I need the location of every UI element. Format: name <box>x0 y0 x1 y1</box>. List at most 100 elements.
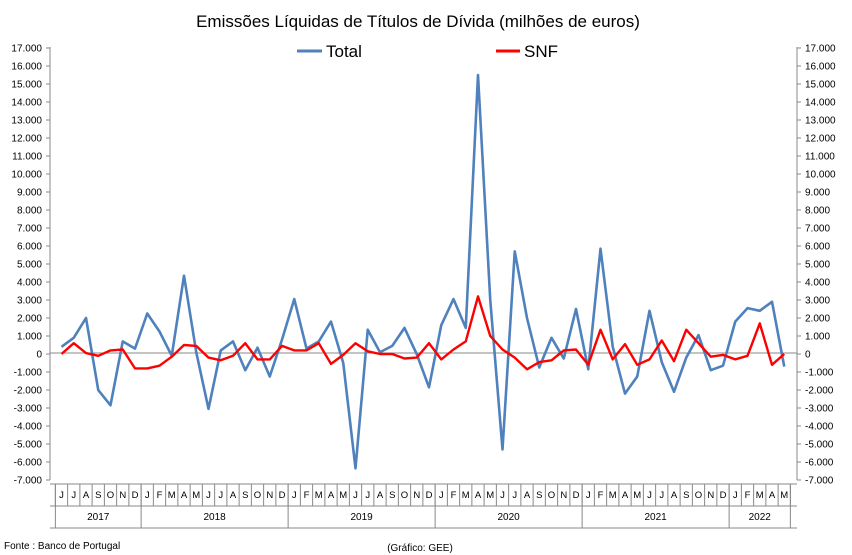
x-tick-label-month: F <box>451 490 457 501</box>
x-tick-label-month: J <box>292 490 297 501</box>
x-tick-label-month: J <box>733 490 738 501</box>
y-tick-label-left: 6.000 <box>17 242 42 253</box>
x-tick-label-month: M <box>486 490 494 501</box>
x-tick-label-month: A <box>671 490 678 501</box>
x-tick-label-month: M <box>756 490 764 501</box>
x-tick-label-year: 2021 <box>645 512 668 523</box>
x-tick-label-month: A <box>328 490 335 501</box>
legend: Total SNF <box>297 42 558 61</box>
y-tick-label-left: -4.000 <box>14 422 43 433</box>
y-tick-label-right: 16.000 <box>805 62 836 73</box>
x-tick-label-month: D <box>426 490 433 501</box>
y-tick-label-left: 1.000 <box>17 332 42 343</box>
legend-label-total: Total <box>326 42 362 61</box>
x-tick-label-month: A <box>230 490 237 501</box>
x-tick-label-month: J <box>439 490 444 501</box>
y-tick-label-left: 11.000 <box>12 152 42 163</box>
x-tick-label-month: S <box>389 490 395 501</box>
y-tick-label-right: 9.000 <box>805 188 830 199</box>
y-tick-label-left: 14.000 <box>11 98 42 109</box>
x-tick-label-month: F <box>598 490 604 501</box>
y-tick-label-left: 17.000 <box>11 44 42 55</box>
x-tick-label-month: A <box>475 490 482 501</box>
source-note: Fonte : Banco de Portugal <box>4 541 120 552</box>
y-tick-label-right: -3.000 <box>805 404 834 415</box>
y-tick-label-left: 2.000 <box>17 314 42 325</box>
x-tick-label-month: A <box>769 490 776 501</box>
y-tick-label-left: -1.000 <box>14 368 43 379</box>
y-tick-label-left: 15.000 <box>11 80 42 91</box>
x-tick-label-month: F <box>157 490 163 501</box>
y-tick-label-right: 8.000 <box>805 206 830 217</box>
x-tick-label-month: D <box>132 490 139 501</box>
x-tick-label-month: J <box>206 490 211 501</box>
x-tick-label-month: S <box>683 490 689 501</box>
x-tick-label-month: N <box>707 490 714 501</box>
x-tick-label-month: S <box>536 490 542 501</box>
y-tick-label-left: 3.000 <box>17 296 42 307</box>
x-tick-label-month: M <box>462 490 470 501</box>
x-tick-label-month: J <box>71 490 76 501</box>
y-axis-left: 17.000 16.000 15.000 14.000 13.000 12.000 11.0… <box>11 44 50 487</box>
x-tick-label-month: N <box>560 490 567 501</box>
y-tick-label-left: -7.000 <box>14 476 43 487</box>
y-tick-label-left: 8.000 <box>17 206 42 217</box>
series-line-snf <box>60 295 786 371</box>
x-tick-label-year: 2019 <box>351 512 374 523</box>
x-tick-label-month: O <box>107 490 114 501</box>
x-tick-label-month: J <box>218 490 223 501</box>
x-tick-label-month: J <box>500 490 505 501</box>
x-tick-label-year: 2018 <box>204 512 227 523</box>
x-tick-label-month: A <box>181 490 188 501</box>
y-tick-label-left: 10.000 <box>11 170 42 181</box>
x-tick-label-month: A <box>83 490 90 501</box>
y-tick-label-right: 3.000 <box>805 296 830 307</box>
x-tick-label-month: J <box>647 490 652 501</box>
x-tick-label-month: N <box>413 490 420 501</box>
x-tick-label-month: F <box>304 490 310 501</box>
y-tick-label-right: 7.000 <box>805 224 830 235</box>
x-tick-label-month: O <box>254 490 261 501</box>
y-tick-label-left: 13.000 <box>11 116 42 127</box>
y-tick-label-left: 0 <box>36 350 42 361</box>
y-tick-label-right: -1.000 <box>805 368 834 379</box>
x-tick-label-month: O <box>548 490 555 501</box>
x-tick-label-month: S <box>242 490 248 501</box>
y-tick-label-right: -4.000 <box>805 422 834 433</box>
y-tick-label-left: 9.000 <box>17 188 42 199</box>
y-tick-label-left: 7.000 <box>17 224 42 235</box>
x-tick-label-year: 2020 <box>498 512 521 523</box>
y-tick-label-right: 10.000 <box>805 170 836 181</box>
credit-note: (Gráfico: GEE) <box>387 543 453 554</box>
y-tick-label-right: 11.000 <box>805 152 835 163</box>
x-tick-label-year: 2017 <box>87 512 110 523</box>
y-tick-label-left: -5.000 <box>14 440 43 451</box>
x-tick-label-month: F <box>745 490 751 501</box>
y-tick-label-right: -2.000 <box>805 386 834 397</box>
x-tick-label-month: J <box>512 490 517 501</box>
x-axis-years: 2017 2018 2019 2020 2021 2022 <box>54 484 791 528</box>
x-tick-label-month: A <box>622 490 629 501</box>
x-tick-label-month: A <box>377 490 384 501</box>
x-tick-label-month: M <box>168 490 176 501</box>
y-tick-label-right: 12.000 <box>805 134 836 145</box>
x-tick-label-month: M <box>339 490 347 501</box>
y-tick-label-left: 16.000 <box>11 62 42 73</box>
x-tick-label-month: O <box>695 490 702 501</box>
x-tick-label-month: A <box>524 490 531 501</box>
y-tick-label-right: 13.000 <box>805 116 836 127</box>
x-tick-label-month: D <box>720 490 727 501</box>
y-axis-right: 17.000 16.000 15.000 14.000 13.000 12.000 11.0… <box>797 44 836 487</box>
y-tick-label-right: 17.000 <box>805 44 836 55</box>
x-tick-label-month: M <box>315 490 323 501</box>
y-tick-label-left: -6.000 <box>14 458 43 469</box>
y-tick-label-right: -5.000 <box>805 440 834 451</box>
y-tick-label-left: 4.000 <box>17 278 42 289</box>
x-tick-label-month: M <box>780 490 788 501</box>
x-tick-label-month: M <box>609 490 617 501</box>
y-tick-label-right: 15.000 <box>805 80 836 91</box>
y-tick-label-right: 14.000 <box>805 98 836 109</box>
y-tick-label-right: 1.000 <box>805 332 830 343</box>
